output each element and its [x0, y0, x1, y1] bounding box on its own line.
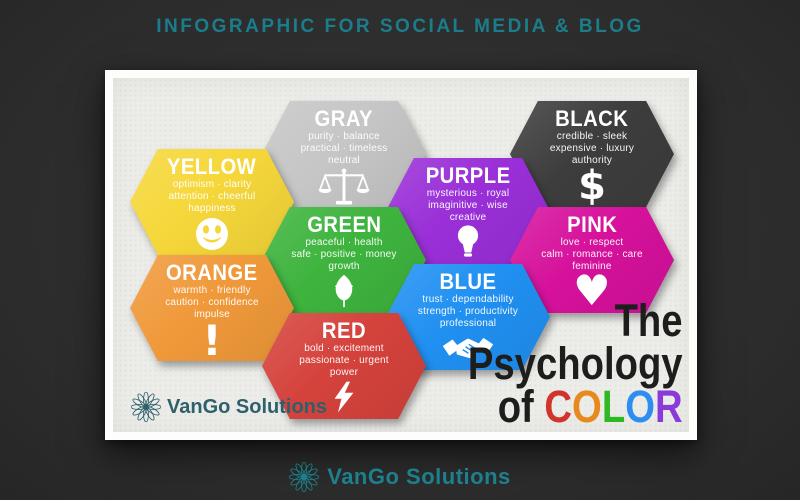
hexagon-pink-traits: love · respect calm · romance · care fem… — [524, 237, 660, 274]
trait-line: love · respect — [560, 237, 624, 249]
trait-line: trust · dependability — [422, 294, 514, 306]
handshake-icon — [442, 336, 494, 364]
trait-line: feminine — [572, 261, 612, 273]
trait-line: expensive · luxury — [549, 143, 635, 155]
hexagon-orange: ORANGE warmth · friendly caution · confi… — [130, 255, 294, 361]
trait-line: attention · cheerful — [168, 191, 256, 203]
header-title: INFOGRAPHIC FOR SOCIAL MEDIA & BLOG — [156, 16, 644, 37]
trait-line: imaginitive · wise — [428, 200, 508, 212]
card-brand: VanGo Solutions — [130, 391, 328, 423]
smiley-icon — [194, 216, 230, 252]
trait-line: warmth · friendly — [173, 285, 251, 297]
hexagon-purple-traits: mysterious · royal imaginitive · wise cr… — [400, 188, 536, 225]
hexagon-green: GREEN peaceful · health safe · positive … — [262, 207, 426, 313]
vango-flower-icon — [288, 461, 320, 493]
trait-line: authority — [571, 155, 613, 167]
trait-line: impulse — [194, 309, 230, 321]
poster-canvas: GRAY purity · balance practical · timele… — [113, 78, 689, 432]
trait-line: power — [329, 367, 359, 379]
trait-line: strength · productivity — [417, 306, 519, 318]
hexagon-yellow-title: YELLOW — [167, 154, 257, 179]
leaf-icon — [330, 274, 358, 308]
exclamation-icon: ! — [202, 315, 222, 365]
trait-line: bold · excitement — [304, 343, 384, 355]
lightbulb-icon — [455, 225, 481, 259]
hexagon-red-shape: RED bold · excitement passionate · urgen… — [262, 313, 426, 419]
hexagon-orange-title: ORANGE — [166, 260, 258, 285]
hexagon-green-traits: peaceful · health safe · positive · mone… — [276, 237, 412, 274]
trait-line: neutral — [328, 155, 360, 167]
hexagon-yellow: YELLOW optimism · clarity attention · ch… — [130, 149, 294, 255]
hexagon-green-shape: GREEN peaceful · health safe · positive … — [262, 207, 426, 313]
color-letter-c: C — [544, 381, 573, 432]
heart-icon: ♥ — [573, 265, 611, 315]
hexagon-red-traits: bold · excitement passionate · urgent po… — [276, 343, 412, 380]
infographic-poster: GRAY purity · balance practical · timele… — [105, 70, 697, 440]
scales-icon — [317, 168, 371, 206]
title-line-psychology: Psychology — [468, 338, 683, 389]
hexagon-gray-shape: GRAY purity · balance practical · timele… — [262, 101, 426, 207]
trait-line: creative — [449, 212, 487, 224]
hexagon-red-title: RED — [321, 318, 367, 343]
trait-line: professional — [439, 318, 497, 330]
hexagon-blue-title: BLUE — [439, 269, 497, 294]
trait-line: calm · romance · care — [541, 249, 643, 261]
hexagon-gray: GRAY purity · balance practical · timele… — [262, 101, 426, 207]
trait-line: caution · confidence — [165, 297, 259, 309]
dollar-icon: $ — [578, 162, 606, 209]
trait-line: passionate · urgent — [299, 355, 389, 367]
trait-line: safe · positive · money — [291, 249, 397, 261]
poster-title: The Psychology of COLOR — [430, 295, 683, 429]
trait-line: peaceful · health — [305, 237, 383, 249]
color-letter-l: L — [602, 381, 626, 432]
bolt-icon — [332, 381, 356, 413]
hexagon-pink-title: PINK — [566, 212, 618, 237]
hexagon-green-title: GREEN — [306, 212, 382, 237]
title-line-the: The — [614, 295, 683, 346]
color-letter-o2: O — [625, 381, 656, 432]
trait-line: purity · balance — [308, 131, 380, 143]
trait-line: happiness — [188, 203, 236, 215]
title-line-of-color: of COLOR — [468, 384, 683, 429]
title-of: of — [498, 381, 545, 432]
color-letter-o1: O — [572, 381, 603, 432]
hexagon-black-traits: credible · sleek expensive · luxury auth… — [524, 131, 660, 168]
hexagon-purple-title: PURPLE — [425, 163, 511, 188]
hexagon-gray-traits: purity · balance practical · timeless ne… — [276, 131, 412, 168]
color-letter-r: R — [655, 381, 683, 432]
hexagon-red: RED bold · excitement passionate · urgen… — [262, 313, 426, 419]
hexagon-black-title: BLACK — [555, 106, 629, 131]
trait-line: mysterious · royal — [426, 188, 510, 200]
trait-line: practical · timeless — [300, 143, 388, 155]
hexagon-blue-traits: trust · dependability strength · product… — [400, 294, 536, 331]
trait-line: optimism · clarity — [172, 179, 252, 191]
hexagon-orange-shape: ORANGE warmth · friendly caution · confi… — [130, 255, 294, 361]
trait-line: credible · sleek — [556, 131, 628, 143]
vango-flower-icon — [130, 391, 162, 423]
hexagon-orange-traits: warmth · friendly caution · confidence i… — [144, 285, 280, 322]
hexagon-yellow-shape: YELLOW optimism · clarity attention · ch… — [130, 149, 294, 255]
footer-brand: VanGo Solutions — [0, 461, 800, 493]
footer-brand-text: VanGo Solutions — [327, 464, 511, 489]
hexagon-yellow-traits: optimism · clarity attention · cheerful … — [144, 179, 280, 216]
trait-line: growth — [328, 261, 360, 273]
hexagon-gray-title: GRAY — [314, 106, 374, 131]
card-brand-text: VanGo Solutions — [167, 395, 328, 418]
